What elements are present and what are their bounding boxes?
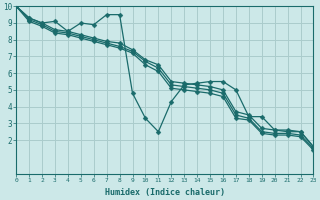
X-axis label: Humidex (Indice chaleur): Humidex (Indice chaleur) [105,188,225,197]
